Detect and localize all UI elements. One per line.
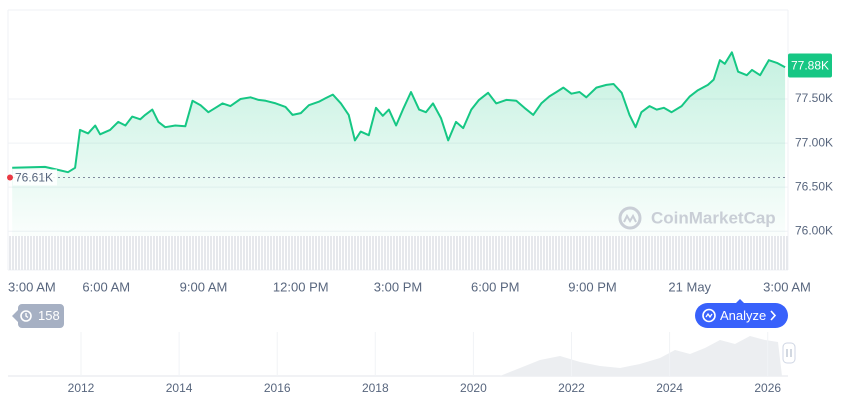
x-tick-label: 3:00 AM	[763, 279, 811, 294]
navigator-handle[interactable]	[782, 342, 796, 364]
x-tick-label: 6:00 AM	[82, 279, 130, 294]
navigator-year: 2024	[656, 381, 683, 395]
navigator-year: 2022	[558, 381, 585, 395]
navigator-year: 2026	[754, 381, 781, 395]
y-tick-label: 77.00K	[795, 135, 833, 149]
y-tick-label: 77.50K	[795, 91, 833, 105]
price-area	[12, 52, 786, 236]
x-tick-label: 3:00 PM	[374, 279, 422, 294]
price-badge	[788, 53, 832, 78]
reference-label: 76.61K	[15, 171, 53, 185]
navigator-year: 2018	[362, 381, 389, 395]
volume-bars	[8, 236, 788, 270]
watermark-text: CoinMarketCap	[651, 208, 776, 227]
history-count: 158	[38, 308, 60, 323]
navigator-area	[500, 336, 782, 376]
navigator-year: 2012	[68, 381, 95, 395]
navigator-year: 2014	[166, 381, 193, 395]
navigator-year: 2016	[264, 381, 291, 395]
x-tick-label: 6:00 PM	[471, 279, 519, 294]
x-tick-label: 9:00 PM	[568, 279, 616, 294]
x-tick-label: 21 May	[668, 279, 711, 294]
navigator-year: 2020	[460, 381, 487, 395]
y-tick-label: 76.00K	[795, 223, 833, 237]
watermark: CoinMarketCap	[618, 206, 776, 230]
reference-dot	[7, 174, 13, 181]
price-badge-label: 77.88K	[791, 59, 829, 73]
history-badge[interactable]: 158	[12, 304, 64, 328]
x-tick-label: 12:00 PM	[273, 279, 329, 294]
y-tick-label: 76.50K	[795, 179, 833, 193]
analyze-button[interactable]: Analyze	[695, 299, 788, 328]
x-tick-label: 9:00 AM	[180, 279, 228, 294]
price-line	[12, 51, 786, 174]
reference-label-bg	[13, 169, 57, 186]
x-tick-label: 3:00 AM	[8, 279, 56, 294]
navigator	[8, 336, 796, 377]
analyze-label: Analyze	[720, 308, 766, 323]
